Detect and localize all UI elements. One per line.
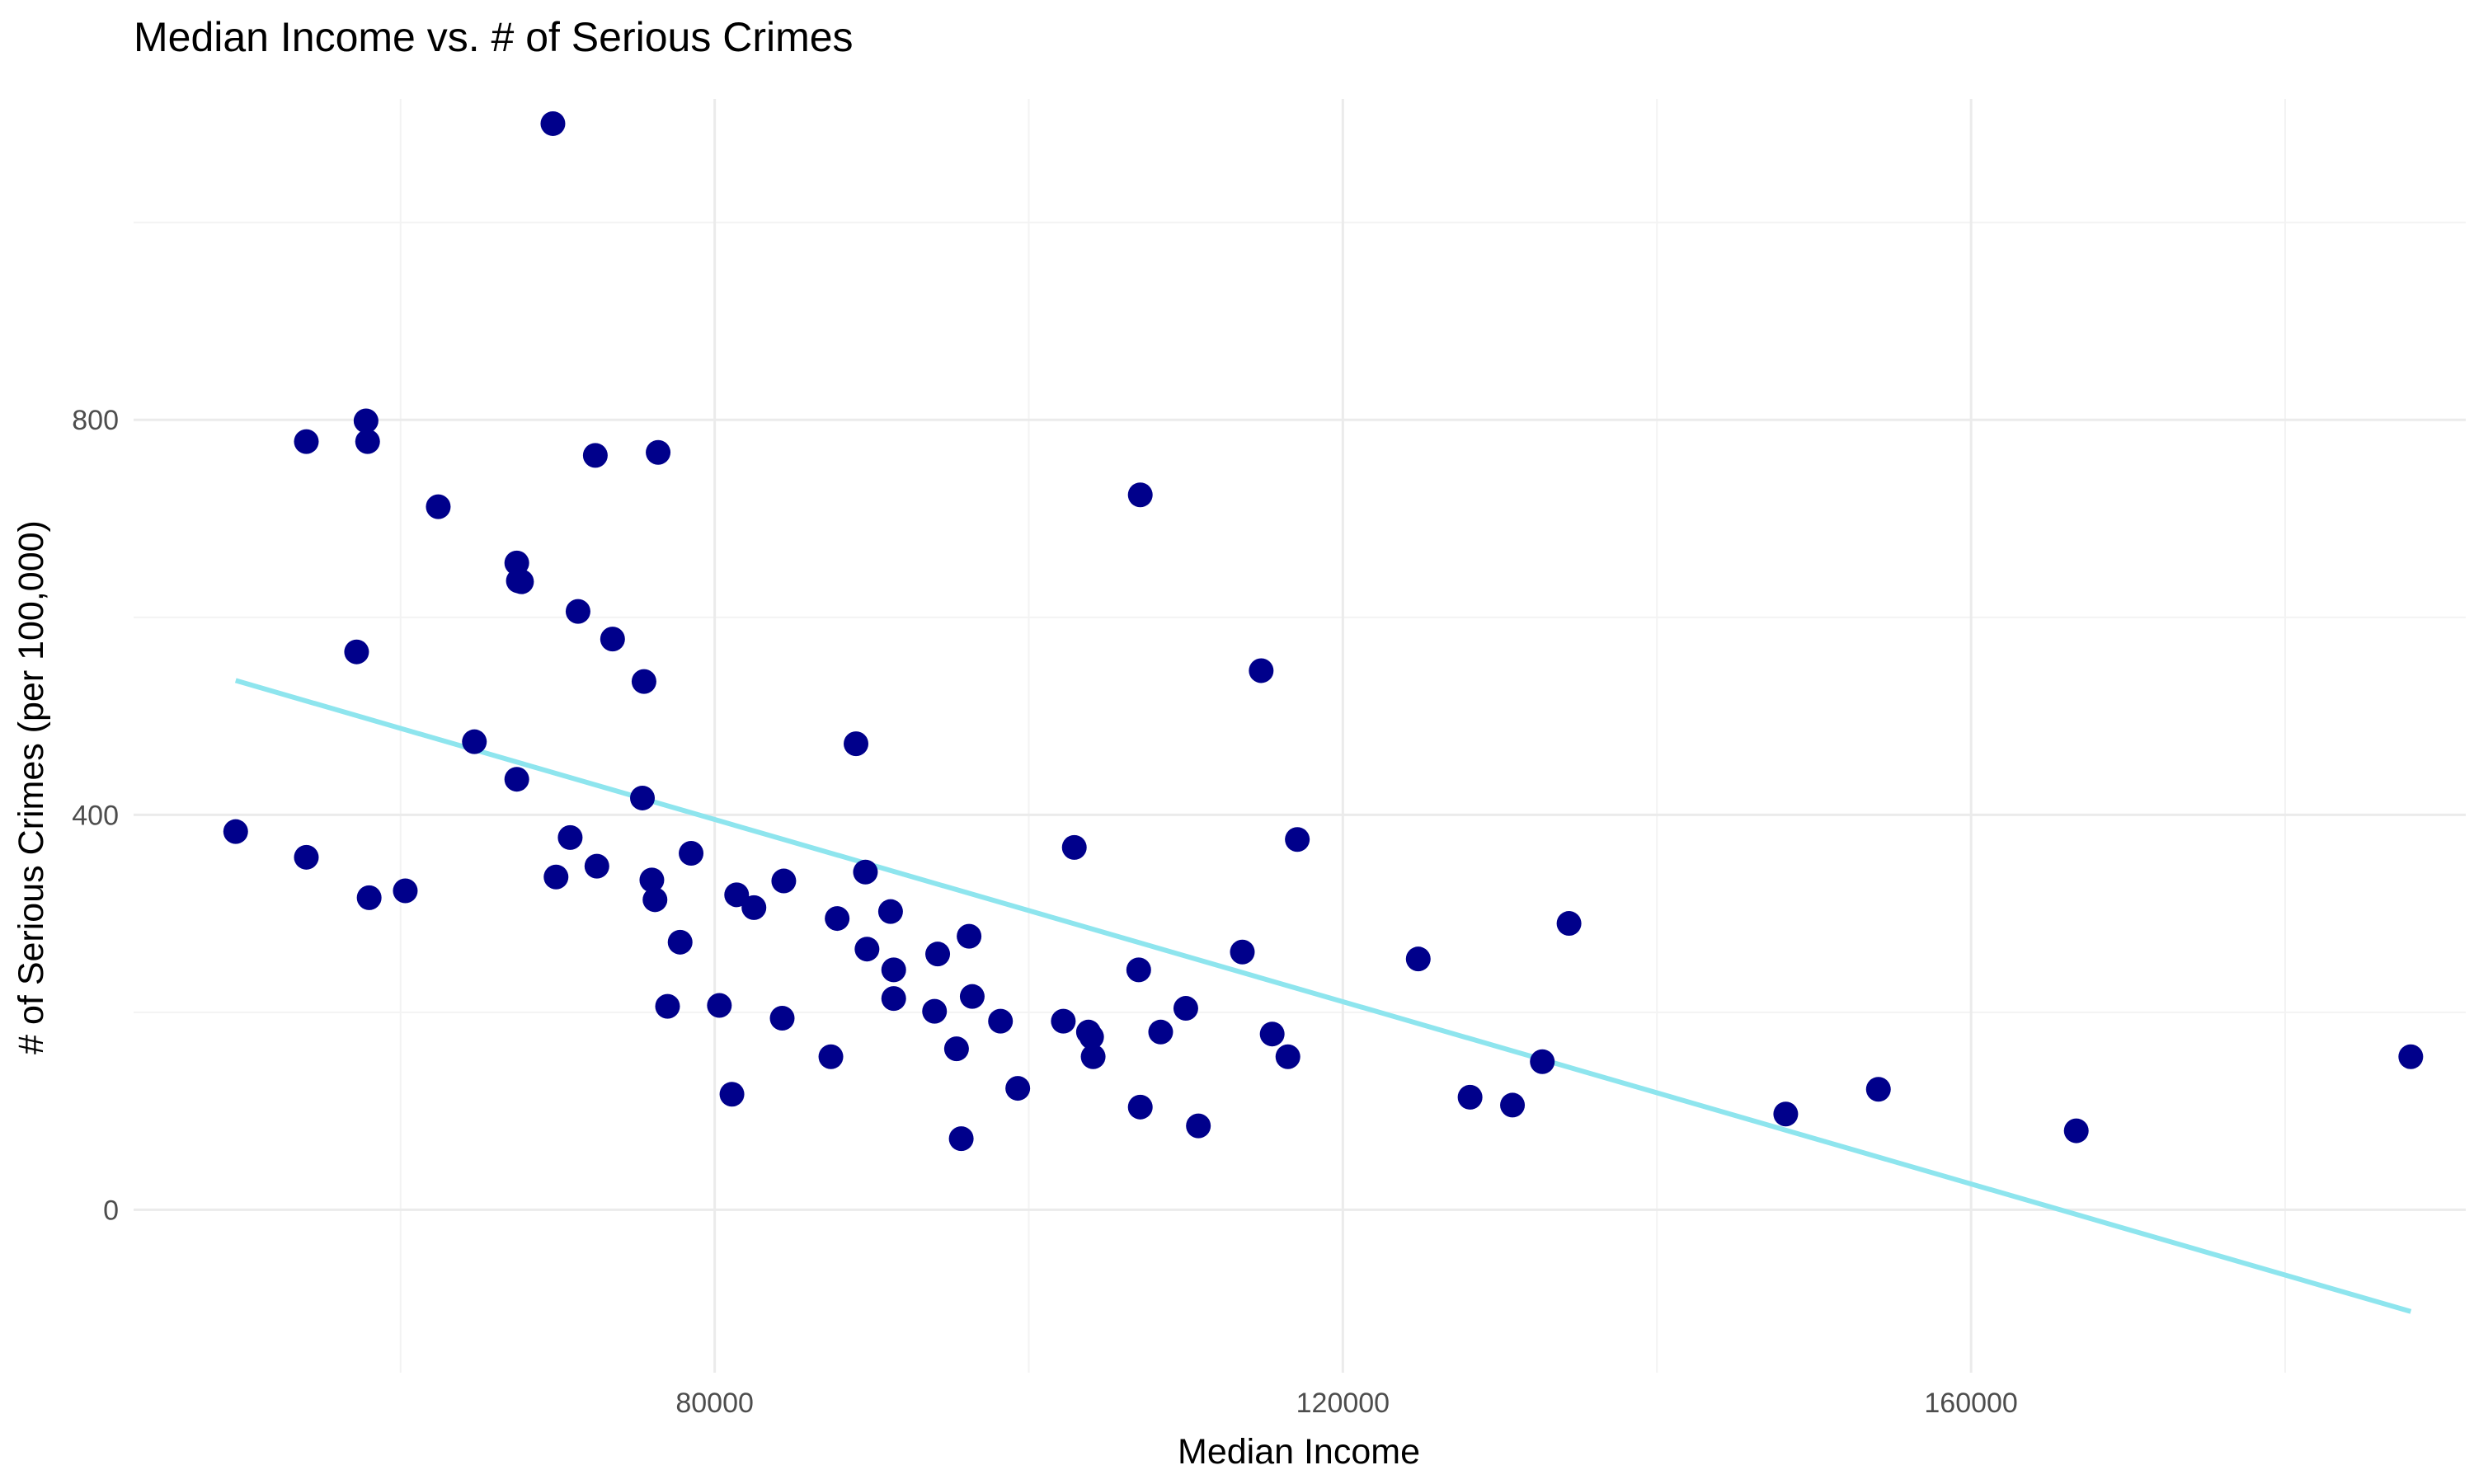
scatter-point	[2398, 1044, 2424, 1069]
scatter-point	[1127, 1094, 1153, 1120]
scatter-point	[582, 443, 608, 468]
scatter-point	[825, 906, 850, 932]
scatter-point	[771, 868, 797, 894]
scatter-point	[355, 429, 380, 454]
scatter-point	[1865, 1077, 1891, 1102]
x-tick-label: 160000	[1924, 1388, 2017, 1419]
scatter-point	[600, 627, 625, 652]
scatter-point	[1051, 1008, 1076, 1034]
scatter-point	[707, 993, 732, 1018]
scatter-point	[642, 887, 668, 913]
scatter-point	[1259, 1021, 1285, 1047]
trend-line	[234, 678, 2412, 1314]
grid-lines	[134, 99, 2466, 1373]
scatter-point	[925, 942, 951, 967]
scatter-point	[344, 639, 369, 665]
y-axis-title: # of Serious Crimes (per 100,000)	[12, 520, 51, 1054]
scatter-point	[1285, 827, 1310, 852]
scatter-point	[1173, 996, 1198, 1021]
scatter-point	[959, 984, 985, 1009]
scatter-point	[1249, 658, 1274, 683]
scatter-point	[557, 824, 583, 850]
scatter-point	[854, 937, 880, 962]
y-tick-label: 400	[72, 800, 119, 831]
scatter-point	[631, 669, 656, 694]
scatter-point	[957, 923, 982, 949]
scatter-point	[393, 878, 418, 904]
scatter-point	[540, 110, 566, 136]
scatter-point	[426, 494, 451, 519]
scatter-point	[1127, 482, 1153, 508]
scatter-point	[504, 767, 529, 792]
scatter-point	[1061, 834, 1087, 860]
scatter-point	[462, 729, 487, 754]
scatter-point	[741, 895, 767, 920]
scatter-point	[1148, 1019, 1174, 1045]
y-axis-ticks: 0 400 800	[72, 405, 119, 1226]
scatter-point	[565, 599, 590, 624]
scatter-point	[1457, 1084, 1483, 1110]
x-tick-label: 80000	[675, 1388, 754, 1419]
scatter-point	[853, 859, 878, 885]
scatter-point	[1405, 946, 1431, 972]
scatter-point	[353, 408, 379, 434]
scatter-point	[769, 1006, 795, 1031]
scatter-point	[877, 899, 903, 924]
scatter-point	[719, 1082, 745, 1107]
chart-title: Median Income vs. # of Serious Crimes	[134, 14, 854, 60]
scatter-point	[1080, 1044, 1106, 1069]
y-tick-label: 800	[72, 405, 119, 436]
scatter-point	[584, 853, 609, 879]
scatter-point	[724, 882, 750, 908]
scatter-point	[356, 885, 382, 910]
scatter-point	[679, 841, 704, 866]
scatter-point	[639, 867, 665, 893]
scatter-point	[294, 429, 319, 454]
scatter-point	[1005, 1076, 1031, 1101]
scatter-point	[543, 864, 569, 890]
scatter-point	[1275, 1044, 1300, 1069]
scatter-point	[1556, 911, 1582, 937]
scatter-point	[630, 785, 656, 810]
scatter-point	[1079, 1024, 1104, 1050]
scatter-point	[1773, 1101, 1799, 1127]
scatter-point	[667, 929, 693, 955]
scatter-point	[1230, 939, 1255, 965]
x-axis-ticks: 80000 120000 160000	[675, 1388, 2018, 1419]
scatter-point	[2063, 1118, 2089, 1144]
scatter-point	[943, 1036, 969, 1062]
scatter-point	[646, 439, 671, 465]
x-tick-label: 120000	[1296, 1388, 1390, 1419]
scatter-point	[948, 1126, 974, 1152]
y-tick-label: 0	[103, 1195, 119, 1226]
scatter-point	[881, 957, 906, 983]
trend-line-layer	[234, 678, 2412, 1314]
scatter-point	[818, 1044, 844, 1069]
data-points	[223, 110, 2424, 1152]
scatter-point	[844, 731, 869, 757]
scatter-point	[1500, 1092, 1526, 1118]
scatter-point	[504, 550, 529, 575]
scatter-point	[223, 819, 248, 844]
scatter-point	[655, 993, 680, 1019]
scatter-point	[881, 986, 906, 1012]
scatter-point	[294, 844, 319, 870]
scatter-point	[922, 998, 948, 1024]
scatter-point	[1126, 957, 1151, 983]
scatter-point	[988, 1008, 1014, 1034]
x-axis-title: Median Income	[1178, 1432, 1420, 1472]
scatter-point	[1530, 1049, 1555, 1074]
scatter-point	[1186, 1113, 1211, 1139]
scatter-point	[509, 569, 534, 594]
